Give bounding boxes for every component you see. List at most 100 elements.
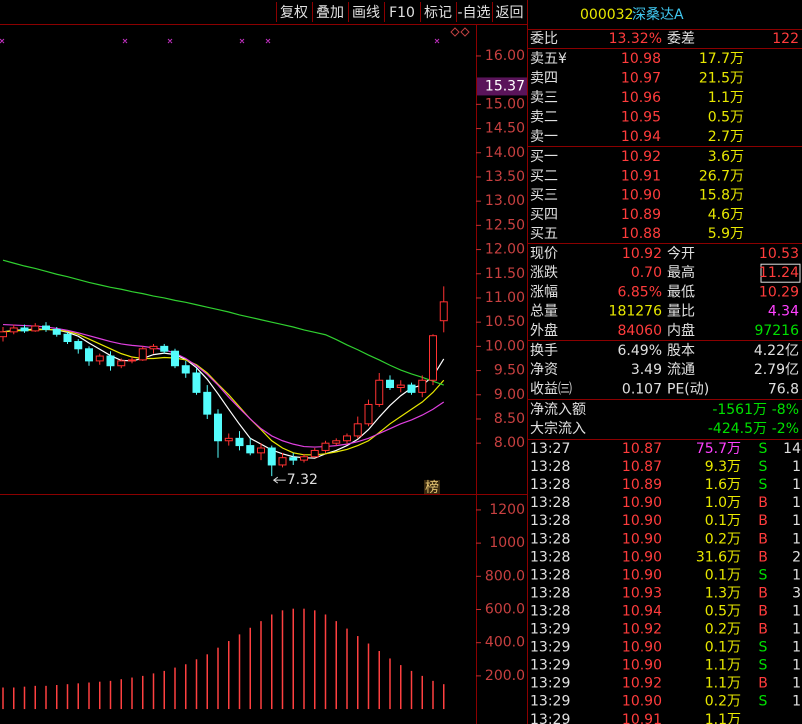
stat-value: 4.34 <box>768 304 799 320</box>
stat-label: 内盘 <box>667 322 695 339</box>
badge-box <box>424 480 440 494</box>
cursor-price-box <box>477 77 527 96</box>
trade-time: 13:29 <box>530 640 570 656</box>
trade-time: 13:28 <box>530 459 570 475</box>
candle-body <box>31 325 40 332</box>
trade-time: 13:29 <box>530 658 570 674</box>
trade-side: S <box>759 640 768 656</box>
order-price: 10.90 <box>621 188 661 204</box>
trade-volume: 1.3万 <box>705 585 741 601</box>
stat-value: 181276 <box>609 304 663 320</box>
y-tick-label: 11.00 <box>485 290 525 306</box>
trade-count: 1 <box>792 694 801 710</box>
candle-body <box>74 341 83 350</box>
stat-label: 涨幅 <box>530 284 558 300</box>
trade-volume: 0.2万 <box>705 622 741 638</box>
trade-count: 1 <box>792 640 801 656</box>
trade-side: B <box>758 676 768 692</box>
trade-count: 1 <box>792 603 801 619</box>
trade-volume: 1.1万 <box>705 676 741 692</box>
trade-volume: 9.3万 <box>705 459 741 475</box>
y-tick-label: 1000 <box>489 535 525 551</box>
cursor-price: 15.37 <box>485 78 525 94</box>
toolbar-button[interactable]: 画线 <box>352 5 380 21</box>
trade-side: S <box>759 477 768 493</box>
stat-label: 收益㈢ <box>530 381 572 397</box>
value: 13.32% <box>609 31 662 47</box>
order-price: 10.89 <box>621 207 661 223</box>
stat-label: 涨跌 <box>530 265 558 281</box>
toolbar-button[interactable]: -自选 <box>457 5 490 21</box>
candle-body <box>138 348 147 361</box>
trade-side: S <box>759 459 768 475</box>
stat-label: 最高 <box>667 264 695 281</box>
moving-average <box>2 328 445 456</box>
trade-count: 1 <box>792 459 801 475</box>
toolbar-button[interactable]: 叠加 <box>316 5 344 21</box>
trade-price: 10.92 <box>622 622 662 638</box>
candle-body <box>429 335 437 381</box>
toolbar-button[interactable]: 标记 <box>424 5 452 21</box>
order-label: 买四 <box>530 207 558 223</box>
candle-body <box>353 423 362 437</box>
trade-volume: 0.1万 <box>705 640 741 656</box>
order-volume: 21.5万 <box>699 71 744 87</box>
flow-pct: -8% <box>772 402 799 418</box>
y-tick-label: 11.50 <box>485 266 525 282</box>
trade-side: B <box>758 531 768 547</box>
toolbar-button[interactable]: 返回 <box>496 5 524 21</box>
trade-volume: 0.1万 <box>705 513 741 529</box>
trade-volume: 1.6万 <box>705 477 741 493</box>
y-tick-label: 13.50 <box>485 169 525 185</box>
trade-side: B <box>758 513 768 529</box>
value: 122 <box>772 31 799 47</box>
candle-body <box>63 333 72 343</box>
candle-body <box>0 331 7 338</box>
stat-value: 11.24 <box>759 265 799 281</box>
candle-body <box>310 449 319 458</box>
stat-label: 外盘 <box>530 322 558 339</box>
flow-amount: -1561万 <box>712 402 767 418</box>
trade-count: 14 <box>783 441 801 457</box>
toolbar-button[interactable]: 复权 <box>280 4 308 21</box>
candle-body <box>300 456 308 461</box>
toolbar-button[interactable]: F10 <box>389 5 415 21</box>
order-label: 买三 <box>530 188 558 204</box>
candle-body <box>149 345 158 350</box>
trade-price: 10.90 <box>622 549 662 565</box>
candle-body <box>396 384 405 389</box>
order-label: 卖二 <box>530 110 558 126</box>
candle-body <box>418 379 427 393</box>
trade-price: 10.90 <box>622 495 662 511</box>
order-price: 10.98 <box>621 51 661 67</box>
trade-count: 2 <box>792 549 801 565</box>
order-volume: 0.5万 <box>708 110 744 126</box>
trade-count: 1 <box>792 622 801 638</box>
trade-time: 13:28 <box>530 585 570 601</box>
order-label: 卖五¥ <box>530 51 567 67</box>
stat-value: 3.49 <box>631 362 662 378</box>
candle-body <box>9 327 18 333</box>
trade-volume: 1.1万 <box>705 658 741 674</box>
order-label: 买五 <box>530 226 558 242</box>
trade-time: 13:28 <box>530 513 570 529</box>
trade-count: 1 <box>792 676 801 692</box>
candle-body <box>128 359 136 362</box>
y-tick-label: 13.00 <box>485 193 525 209</box>
order-volume: 2.7万 <box>708 129 744 145</box>
stat-value: 10.53 <box>759 246 799 262</box>
flow-amount: -424.5万 <box>708 421 767 437</box>
moving-average <box>2 259 444 386</box>
order-label: 卖一 <box>530 129 558 145</box>
stat-label: 换手 <box>530 342 558 359</box>
order-volume: 17.7万 <box>699 51 744 67</box>
candle-body <box>181 365 190 374</box>
flow-label: 净流入额 <box>530 402 586 418</box>
stat-label: 总量 <box>530 304 558 320</box>
trade-count: 1 <box>792 658 801 674</box>
y-tick-label: 9.00 <box>494 387 525 403</box>
candle-body <box>332 440 341 444</box>
trade-side: S <box>759 658 768 674</box>
